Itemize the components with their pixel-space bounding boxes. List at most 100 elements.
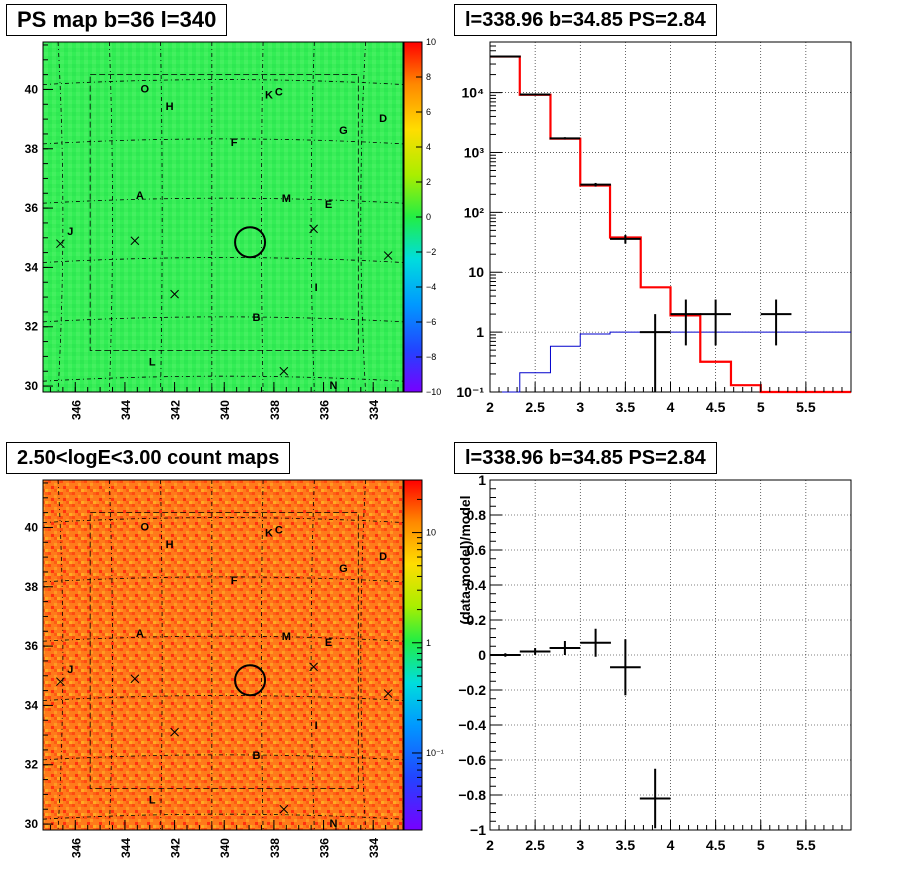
residual-x-tick-label: 2 [486, 837, 494, 853]
count-map-frame [42, 479, 404, 831]
residual-x-tick-label: 5 [757, 837, 765, 853]
count-map-overlay: O H K C D G F A M E J I B L N [42, 479, 404, 831]
map-x-tick-label: 342 [169, 400, 183, 420]
ps-map-title: PS map b=36 l=340 [6, 4, 228, 36]
map-meridian-line [360, 479, 366, 831]
residual-x-tick-label: 4 [667, 837, 675, 853]
count-colorbar-label: 10⁻¹ [426, 748, 444, 758]
map-x-tick-label: 346 [69, 400, 83, 420]
source-label: A [136, 190, 144, 202]
map-parallel-line [42, 375, 404, 382]
source-label: N [330, 380, 338, 392]
ps-colorbar-label: 6 [426, 107, 431, 117]
residual-y-tick-label: 0.6 [467, 542, 487, 558]
source-label: K [265, 89, 273, 101]
ps-map-frame [42, 41, 404, 393]
residual-x-tick-label: 4.5 [706, 837, 726, 853]
source-label: K [265, 527, 273, 539]
ps-map-axes: 346 344 342 340 338 336 334 30 32 34 36 38 40 [25, 44, 399, 420]
map-meridian-line [310, 41, 315, 393]
map-y-tick-label: 30 [25, 817, 39, 831]
ps-colorbar-label: 2 [426, 177, 431, 187]
ps-colorbar-label: −8 [426, 352, 436, 362]
map-parallel-line [42, 197, 404, 204]
count-colorbar [403, 479, 423, 831]
residual-y-tick-label: −0.2 [458, 682, 486, 698]
source-label: F [231, 575, 238, 587]
source-label: J [67, 226, 73, 238]
map-x-tick-label: 336 [318, 838, 332, 858]
map-x-tick-label: 334 [367, 400, 381, 420]
source-label: C [275, 86, 283, 98]
source-label: G [339, 125, 348, 137]
residual-marks [490, 628, 671, 829]
map-y-tick-label: 36 [25, 639, 39, 653]
spectrum-x-tick-label: 4.5 [706, 399, 726, 415]
ps-map-image [43, 42, 403, 392]
map-x-tick-label: 340 [218, 838, 232, 858]
residual-x-tick-label: 2.5 [525, 837, 545, 853]
map-y-tick-label: 40 [25, 82, 39, 96]
spectrum-x-tick-label: 3 [576, 399, 584, 415]
map-meridian-line [261, 41, 264, 393]
map-parallel-line [42, 813, 404, 820]
map-y-tick-label: 38 [25, 580, 39, 594]
spectrum-x-tick-label: 4 [667, 399, 675, 415]
map-x-tick-label: 344 [119, 400, 133, 420]
source-label: M [282, 631, 291, 643]
source-label: H [166, 101, 174, 113]
source-cross-marker [130, 236, 140, 246]
ps-colorbar-labels: 10 8 6 4 2 0 −2 −4 −6 −8 −10 [416, 37, 441, 397]
map-y-tick-label: 38 [25, 142, 39, 156]
count-colorbar-labels: 10 1 10⁻¹ [412, 498, 444, 812]
source-label: E [325, 637, 332, 649]
source-cross-marker [130, 674, 140, 684]
spectrum-panel: 2 2.5 3 3.5 4 4.5 5 5.5 10⁻¹ 1 10 10² 10³ 10⁴ [456, 41, 852, 415]
source-label: I [315, 720, 318, 732]
map-meridian-line [360, 41, 366, 393]
spectrum-y-tick-label: 1 [476, 324, 484, 340]
source-label: D [379, 551, 387, 563]
map-parallel-line [42, 635, 404, 642]
source-label: B [253, 750, 261, 762]
map-meridian-line [108, 41, 113, 393]
model-component-line [490, 331, 851, 393]
spectrum-y-tick-label: 10 [468, 264, 484, 280]
map-y-tick-label: 36 [25, 201, 39, 215]
map-x-tick-label: 342 [169, 838, 183, 858]
source-cross-marker [309, 662, 318, 672]
map-x-tick-label: 336 [318, 400, 332, 420]
map-x-tick-label: 340 [218, 400, 232, 420]
source-cross-marker [170, 289, 179, 299]
map-y-tick-label: 34 [25, 260, 39, 274]
map-y-tick-label: 34 [25, 698, 39, 712]
ps-map-overlay: O H K C D G F A M E J I B L N [42, 41, 404, 393]
source-cross-marker [383, 251, 393, 260]
residual-x-tick-label: 3.5 [616, 837, 636, 853]
map-y-tick-label: 32 [25, 320, 39, 334]
ps-colorbar-label: −2 [426, 247, 436, 257]
map-x-tick-label: 338 [268, 400, 282, 420]
map-meridian-line [57, 41, 64, 393]
source-label: O [141, 83, 150, 95]
count-map-image [43, 480, 403, 830]
source-label: I [315, 282, 318, 294]
source-label: L [149, 794, 156, 806]
source-cross-marker [383, 689, 393, 698]
residual-y-tick-label: −0.4 [458, 717, 486, 733]
target-circle [234, 226, 267, 259]
source-label: E [325, 199, 332, 211]
source-label: H [166, 539, 174, 551]
map-y-tick-label: 40 [25, 520, 39, 534]
residual-y-tick-label: −0.8 [458, 787, 486, 803]
map-x-tick-label: 338 [268, 838, 282, 858]
source-cross-marker [170, 727, 179, 737]
count-colorbar-label: 1 [426, 638, 431, 648]
count-map-title: 2.50<logE<3.00 count maps [6, 442, 291, 474]
source-label: O [141, 521, 150, 533]
ps-colorbar-label: −4 [426, 282, 436, 292]
spectrum-title: l=338.96 b=34.85 PS=2.84 [454, 4, 717, 36]
